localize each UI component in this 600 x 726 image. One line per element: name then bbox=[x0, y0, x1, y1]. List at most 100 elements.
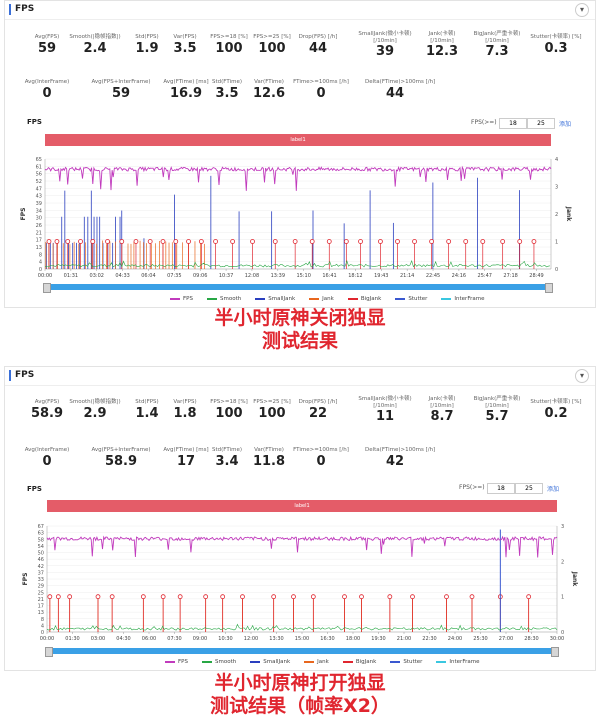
legend-item[interactable]: FPS bbox=[165, 659, 188, 665]
bigjank-marker bbox=[291, 594, 296, 600]
label1-bar: label1 bbox=[47, 500, 557, 512]
bigjank-marker bbox=[78, 239, 83, 244]
x-tick-label: 07:35 bbox=[167, 273, 181, 279]
legend-item[interactable]: FPS bbox=[170, 296, 193, 302]
x-tick-label: 18:12 bbox=[348, 273, 362, 279]
fps-threshold-control: FPS(>=) 添加 bbox=[471, 118, 591, 130]
stat-value: 44 bbox=[385, 85, 405, 101]
time-range-scrollbar[interactable] bbox=[45, 647, 559, 657]
add-threshold-link[interactable]: 添加 bbox=[559, 121, 572, 128]
add-threshold-link[interactable]: 添加 bbox=[547, 486, 560, 493]
stat-label: Drop(FPS) [/h] bbox=[298, 399, 338, 405]
fps-threshold-input-2[interactable] bbox=[527, 118, 555, 129]
y-tick-label: 17 bbox=[36, 238, 42, 244]
stat-value: 0.3 bbox=[544, 40, 568, 56]
legend-item[interactable]: SmallJank bbox=[255, 296, 295, 302]
stat-value: 100 bbox=[215, 405, 243, 421]
stat-cell: Jank(卡顿) [/10min] 12.3 bbox=[412, 31, 472, 59]
bigjank-marker bbox=[105, 239, 110, 244]
legend-swatch bbox=[206, 297, 217, 300]
x-tick-label: 19:30 bbox=[371, 636, 385, 642]
x-tick-label: 07:30 bbox=[167, 636, 181, 642]
y-tick-label: 0 bbox=[41, 630, 44, 636]
legend-label: FPS bbox=[178, 659, 188, 665]
legend-item[interactable]: BigJank bbox=[342, 659, 376, 665]
x-tick-label: 01:30 bbox=[65, 636, 79, 642]
stat-label: FTime>=100ms [/h] bbox=[293, 447, 349, 453]
stat-cell: Smooth(|稳帧指数|) 2.9 bbox=[65, 396, 125, 421]
legend-item[interactable]: InterFrame bbox=[441, 296, 484, 302]
legend-item[interactable]: Smooth bbox=[201, 659, 236, 665]
y-tick-label: 33 bbox=[38, 577, 44, 583]
stat-cell: Jank(卡顿) [/10min] 8.7 bbox=[412, 396, 472, 424]
x-tick-label: 15:00 bbox=[295, 636, 309, 642]
x-tick-label: 15:10 bbox=[296, 273, 310, 279]
collapse-chevron-icon[interactable]: ▾ bbox=[575, 369, 589, 383]
stat-value: 3.4 bbox=[215, 453, 239, 469]
y-tick-label: 58 bbox=[38, 537, 44, 543]
y-tick-label: 61 bbox=[36, 164, 42, 170]
bigjank-marker bbox=[378, 239, 383, 244]
bigjank-marker bbox=[395, 239, 400, 244]
stat-label: FPS>=18 [%] bbox=[210, 399, 248, 405]
stat-value: 44 bbox=[308, 40, 328, 56]
legend-label: Stutter bbox=[403, 659, 423, 665]
bigjank-marker bbox=[292, 239, 298, 244]
stat-label: Avg(InterFrame) bbox=[24, 79, 70, 85]
legend-label: FPS bbox=[183, 296, 193, 302]
scrollbar-handle-left[interactable] bbox=[45, 647, 53, 657]
stat-cell: Drop(FPS) [/h] 22 bbox=[288, 396, 348, 421]
y-tick-label: 25 bbox=[38, 590, 44, 596]
y-tick-label: 30 bbox=[36, 216, 42, 222]
stat-value: 100 bbox=[215, 40, 243, 56]
bigjank-marker bbox=[342, 594, 347, 600]
scrollbar-handle-left[interactable] bbox=[43, 283, 51, 293]
y-tick-label: 52 bbox=[36, 179, 42, 185]
time-range-scrollbar[interactable] bbox=[43, 283, 553, 293]
bigjank-marker bbox=[326, 239, 332, 244]
stat-cell: Var(FTime) 11.8 bbox=[239, 444, 299, 469]
legend-item[interactable]: Jank bbox=[304, 659, 329, 665]
stat-cell: Drop(FPS) [/h] 44 bbox=[288, 31, 348, 56]
legend-item[interactable]: Stutter bbox=[390, 659, 422, 665]
legend-item[interactable]: BigJank bbox=[347, 296, 381, 302]
bigjank-marker bbox=[240, 594, 245, 600]
scrollbar-handle-right[interactable] bbox=[551, 647, 559, 657]
legend-swatch bbox=[255, 297, 266, 300]
legend-item[interactable]: InterFrame bbox=[436, 659, 479, 665]
legend-item[interactable]: SmallJank bbox=[250, 659, 290, 665]
stat-value: 0 bbox=[316, 453, 326, 469]
y2-tick-label: 4 bbox=[555, 157, 558, 163]
y-tick-label: 46 bbox=[38, 557, 44, 563]
bigjank-marker bbox=[469, 594, 475, 600]
bigjank-marker bbox=[480, 239, 486, 244]
fps-threshold-input-1[interactable] bbox=[487, 483, 515, 494]
bigjank-marker bbox=[198, 239, 204, 244]
stat-cell: FPS>=25 [%] 100 bbox=[242, 31, 302, 56]
fps-threshold-input-2[interactable] bbox=[515, 483, 543, 494]
bigjank-marker bbox=[47, 594, 53, 600]
bigjank-marker bbox=[412, 239, 417, 244]
caption-2-line-1: 半小时原神打开独显 bbox=[214, 672, 386, 694]
fps-threshold-label: FPS(>=) bbox=[459, 484, 485, 491]
bigjank-marker bbox=[500, 239, 506, 244]
scrollbar-handle-right[interactable] bbox=[545, 283, 553, 293]
stat-cell: FPS>=25 [%] 100 bbox=[242, 396, 302, 421]
legend-label: SmallJank bbox=[268, 296, 296, 302]
collapse-chevron-icon[interactable]: ▾ bbox=[575, 3, 589, 17]
stat-cell: BigJank(严重卡顿) [/10min] 5.7 bbox=[467, 396, 527, 424]
legend-item[interactable]: Jank bbox=[309, 296, 334, 302]
stat-label: Avg(FPS) bbox=[34, 34, 60, 40]
fps-threshold-control: FPS(>=) 添加 bbox=[459, 483, 579, 495]
stat-cell: Var(FPS) 3.5 bbox=[155, 31, 215, 56]
legend-item[interactable]: Stutter bbox=[395, 296, 427, 302]
x-tick-label: 10:37 bbox=[219, 273, 233, 279]
fps-threshold-input-1[interactable] bbox=[499, 118, 527, 129]
stat-value: 42 bbox=[385, 453, 405, 469]
header-accent bbox=[9, 4, 11, 15]
legend-item[interactable]: Smooth bbox=[206, 296, 241, 302]
bigjank-marker bbox=[309, 239, 315, 244]
y2-tick-label: 3 bbox=[561, 524, 564, 530]
legend-swatch bbox=[441, 297, 452, 300]
stat-label: Avg(FPS+InterFrame) bbox=[91, 447, 151, 453]
